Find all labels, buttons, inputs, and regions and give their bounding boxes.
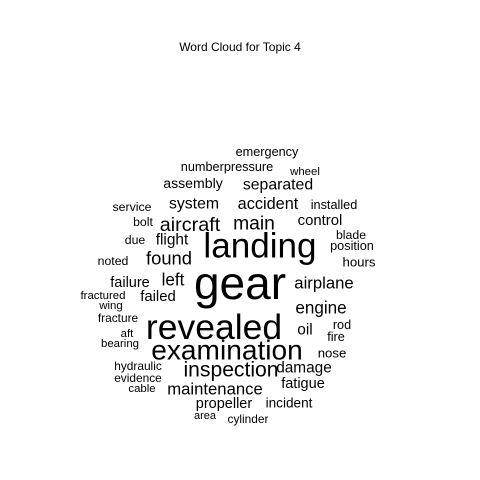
word-airplane: airplane <box>294 274 353 293</box>
word-control: control <box>298 213 343 229</box>
word-cable: cable <box>128 383 155 395</box>
word-failed: failed <box>140 289 176 305</box>
word-aircraft: aircraft <box>160 214 221 236</box>
word-evidence: evidence <box>114 371 162 385</box>
word-accident: accident <box>238 195 299 213</box>
word-fire: fire <box>327 330 345 344</box>
word-wheel: wheel <box>289 166 320 178</box>
word-failure: failure <box>110 275 150 291</box>
word-landing: landing <box>203 227 316 266</box>
word-incident: incident <box>266 396 313 411</box>
word-system: system <box>169 196 219 213</box>
word-bearing: bearing <box>101 338 139 350</box>
word-left: left <box>162 271 185 290</box>
word-numberpressure: numberpressure <box>181 160 273 174</box>
word-hydraulic: hydraulic <box>114 359 162 373</box>
word-examination: examination <box>151 335 302 366</box>
word-oil: oil <box>297 322 312 339</box>
word-aft: aft <box>121 328 134 340</box>
word-engine: engine <box>295 299 346 318</box>
word-nose: nose <box>318 346 347 361</box>
word-separated: separated <box>243 177 313 194</box>
word-found: found <box>146 248 192 269</box>
word-assembly: assembly <box>163 175 223 191</box>
word-noted: noted <box>98 254 129 268</box>
word-wing: wing <box>98 300 122 312</box>
chart-title: Word Cloud for Topic 4 <box>179 40 301 54</box>
word-fatigue: fatigue <box>281 376 325 392</box>
word-installed: installed <box>311 198 358 212</box>
word-rod: rod <box>333 318 351 332</box>
word-area: area <box>194 410 217 422</box>
word-due: due <box>125 233 146 247</box>
word-emergency: emergency <box>236 145 299 159</box>
word-damage: damage <box>276 360 332 377</box>
word-fractured: fractured <box>81 290 126 302</box>
word-cylinder: cylinder <box>228 412 269 426</box>
word-maintenance: maintenance <box>167 380 263 399</box>
word-flight: flight <box>156 232 189 249</box>
word-position: position <box>330 239 374 253</box>
word-blade: blade <box>336 228 366 242</box>
word-inspection: inspection <box>184 359 279 382</box>
word-main: main <box>233 214 275 235</box>
word-revealed: revealed <box>146 307 282 347</box>
word-fracture: fracture <box>98 311 139 325</box>
word-gear: gear <box>194 257 286 309</box>
word-service: service <box>113 200 152 214</box>
word-propeller: propeller <box>196 396 253 412</box>
word-bolt: bolt <box>133 215 153 229</box>
word-hours: hours <box>343 255 376 270</box>
